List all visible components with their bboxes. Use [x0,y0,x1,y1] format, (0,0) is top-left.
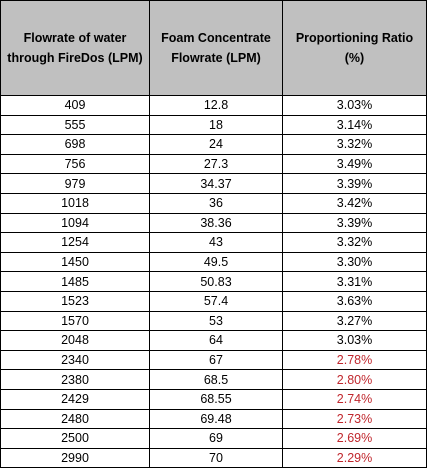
table-row: 2048 64 3.03% [0,330,427,351]
cell-water-flowrate: 2380 [0,369,150,390]
cell-water-flowrate: 2340 [0,349,150,371]
cell-proportioning-ratio: 2.29% [282,447,427,469]
cell-foam-flowrate: 53 [149,310,283,332]
cell-foam-flowrate: 50.83 [149,271,283,292]
cell-water-flowrate: 555 [0,114,150,136]
table-row: 555 18 3.14% [0,114,427,136]
table-row: 698 24 3.32% [0,134,427,155]
cell-proportioning-ratio: 3.03% [282,330,427,351]
table-row: 2380 68.5 2.80% [0,369,427,390]
cell-foam-flowrate: 57.4 [149,290,283,312]
cell-water-flowrate: 2480 [0,408,150,430]
cell-proportioning-ratio: 3.31% [282,271,427,292]
cell-proportioning-ratio: 3.32% [282,134,427,155]
cell-proportioning-ratio: 3.27% [282,310,427,332]
cell-foam-flowrate: 68.5 [149,369,283,390]
cell-foam-flowrate: 24 [149,134,283,155]
header-proportioning-ratio: Proportioning Ratio (%) [282,0,427,96]
cell-water-flowrate: 979 [0,173,150,194]
table-body: 409 12.8 3.03% 555 18 3.14% 698 24 3.32% 756 27.3 3… [0,95,427,469]
cell-water-flowrate: 698 [0,134,150,155]
cell-proportioning-ratio: 2.78% [282,349,427,371]
cell-proportioning-ratio: 3.30% [282,251,427,273]
table-row: 1018 36 3.42% [0,192,427,214]
cell-proportioning-ratio: 3.32% [282,232,427,253]
cell-water-flowrate: 2429 [0,388,150,410]
cell-water-flowrate: 2048 [0,330,150,351]
cell-proportioning-ratio: 2.73% [282,408,427,430]
table-row: 1094 38.36 3.39% [0,212,427,234]
cell-proportioning-ratio: 3.63% [282,290,427,312]
cell-foam-flowrate: 68.55 [149,388,283,410]
cell-water-flowrate: 2500 [0,428,150,449]
cell-proportioning-ratio: 2.74% [282,388,427,410]
cell-foam-flowrate: 64 [149,330,283,351]
cell-foam-flowrate: 27.3 [149,153,283,175]
table-row: 979 34.37 3.39% [0,173,427,194]
cell-foam-flowrate: 69.48 [149,408,283,430]
header-water-flowrate: Flowrate of water through FireDos (LPM) [0,0,150,96]
cell-water-flowrate: 1570 [0,310,150,332]
cell-foam-flowrate: 18 [149,114,283,136]
cell-foam-flowrate: 49.5 [149,251,283,273]
cell-water-flowrate: 1254 [0,232,150,253]
cell-water-flowrate: 1485 [0,271,150,292]
table-row: 1254 43 3.32% [0,232,427,253]
cell-proportioning-ratio: 3.42% [282,192,427,214]
table-header-row: Flowrate of water through FireDos (LPM) … [0,0,427,96]
cell-water-flowrate: 1523 [0,290,150,312]
cell-proportioning-ratio: 3.03% [282,95,427,116]
table-row: 2500 69 2.69% [0,428,427,449]
cell-foam-flowrate: 38.36 [149,212,283,234]
table-row: 1570 53 3.27% [0,310,427,332]
cell-proportioning-ratio: 2.80% [282,369,427,390]
table-row: 1485 50.83 3.31% [0,271,427,292]
cell-proportioning-ratio: 3.39% [282,212,427,234]
cell-proportioning-ratio: 3.14% [282,114,427,136]
table-row: 2429 68.55 2.74% [0,388,427,410]
cell-water-flowrate: 1094 [0,212,150,234]
cell-water-flowrate: 409 [0,95,150,116]
table-row: 409 12.8 3.03% [0,95,427,116]
cell-foam-flowrate: 36 [149,192,283,214]
cell-water-flowrate: 756 [0,153,150,175]
cell-foam-flowrate: 70 [149,447,283,469]
table-row: 756 27.3 3.49% [0,153,427,175]
table-row: 2480 69.48 2.73% [0,408,427,430]
cell-foam-flowrate: 34.37 [149,173,283,194]
cell-water-flowrate: 1450 [0,251,150,273]
cell-proportioning-ratio: 3.39% [282,173,427,194]
header-foam-flowrate: Foam Concentrate Flowrate (LPM) [149,0,283,96]
cell-proportioning-ratio: 2.69% [282,428,427,449]
cell-foam-flowrate: 69 [149,428,283,449]
cell-water-flowrate: 1018 [0,192,150,214]
cell-foam-flowrate: 67 [149,349,283,371]
cell-water-flowrate: 2990 [0,447,150,469]
cell-proportioning-ratio: 3.49% [282,153,427,175]
table-row: 2340 67 2.78% [0,349,427,371]
table-row: 1523 57.4 3.63% [0,290,427,312]
table-row: 2990 70 2.29% [0,447,427,469]
table-row: 1450 49.5 3.30% [0,251,427,273]
cell-foam-flowrate: 43 [149,232,283,253]
cell-foam-flowrate: 12.8 [149,95,283,116]
